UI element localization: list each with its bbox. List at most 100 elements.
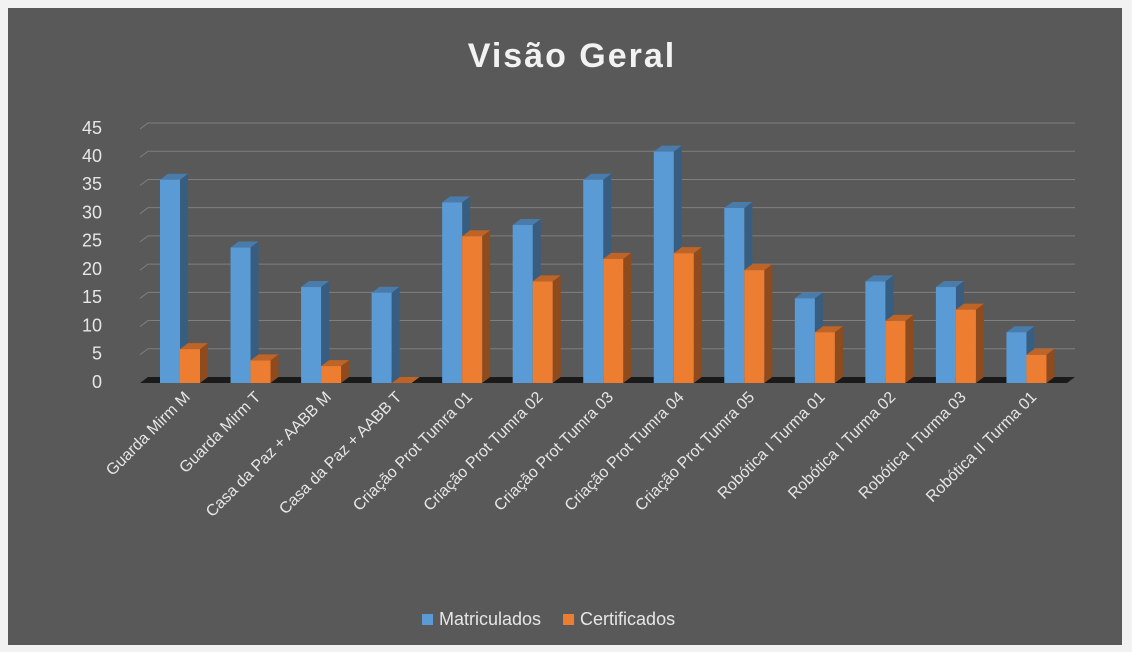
bar-face bbox=[321, 360, 350, 367]
bar-face bbox=[603, 258, 624, 383]
bar-face bbox=[1046, 348, 1055, 383]
bar bbox=[673, 247, 702, 383]
bar bbox=[955, 303, 984, 383]
grid-line bbox=[139, 178, 1075, 186]
bar-face bbox=[583, 179, 604, 383]
bar-face bbox=[673, 247, 702, 254]
grid-line bbox=[139, 207, 1075, 215]
bar-face bbox=[794, 298, 815, 383]
y-tick-label: 35 bbox=[82, 174, 102, 194]
y-tick-label: 40 bbox=[82, 146, 102, 166]
bar-face bbox=[865, 281, 886, 383]
bar-face bbox=[341, 360, 350, 383]
grid-line bbox=[139, 235, 1075, 243]
bar-face bbox=[230, 247, 251, 383]
bar-face bbox=[391, 377, 420, 383]
bar-face bbox=[955, 309, 976, 383]
bar-face bbox=[955, 303, 984, 310]
bar bbox=[391, 377, 420, 383]
bar-face bbox=[653, 151, 674, 383]
bar-face bbox=[532, 275, 561, 282]
legend-swatch bbox=[422, 614, 433, 625]
bar bbox=[885, 314, 914, 383]
bar bbox=[230, 241, 259, 383]
bar-face bbox=[482, 230, 491, 383]
bar bbox=[250, 354, 279, 383]
bar-face bbox=[865, 275, 894, 282]
bar-face bbox=[623, 252, 632, 383]
y-tick-label: 15 bbox=[82, 287, 102, 307]
bar-face bbox=[834, 326, 843, 383]
grid-line bbox=[139, 122, 1075, 130]
bar bbox=[1026, 348, 1055, 383]
bar-face bbox=[603, 252, 632, 259]
y-tick-label: 10 bbox=[82, 315, 102, 335]
legend-label: Certificados bbox=[580, 609, 675, 629]
bar-face bbox=[814, 332, 835, 383]
bar-face bbox=[250, 241, 259, 383]
bar-face bbox=[442, 196, 471, 203]
grid-line bbox=[139, 150, 1075, 158]
bar-face bbox=[673, 253, 694, 383]
bar-face bbox=[270, 354, 279, 383]
bar bbox=[371, 286, 400, 383]
bar bbox=[603, 252, 632, 383]
legend-label: Matriculados bbox=[439, 609, 541, 629]
bar-face bbox=[532, 281, 553, 383]
bar-face bbox=[371, 286, 400, 293]
bar bbox=[321, 360, 350, 383]
bar-face bbox=[160, 173, 188, 180]
y-tick-label: 25 bbox=[82, 231, 102, 251]
y-tick-label: 0 bbox=[92, 372, 102, 392]
bar-face bbox=[442, 202, 463, 383]
bar-face bbox=[321, 281, 330, 383]
y-tick-label: 20 bbox=[82, 259, 102, 279]
bar-face bbox=[462, 236, 483, 383]
bar-face bbox=[814, 326, 843, 333]
y-tick-label: 30 bbox=[82, 202, 102, 222]
bar-face bbox=[1026, 348, 1055, 355]
bar-face bbox=[1006, 326, 1035, 333]
bar-face bbox=[885, 314, 914, 321]
bar-face bbox=[885, 320, 906, 383]
bar-face bbox=[160, 179, 180, 383]
bar-face bbox=[935, 281, 964, 288]
bar-face bbox=[693, 247, 702, 383]
bar-face bbox=[230, 241, 259, 248]
y-tick-label: 45 bbox=[82, 118, 102, 138]
bar-face bbox=[512, 224, 533, 383]
bar-face bbox=[724, 208, 745, 383]
bar-face bbox=[301, 281, 330, 288]
bar-face bbox=[180, 173, 188, 383]
bar-face bbox=[744, 264, 773, 271]
bar-face bbox=[250, 354, 279, 361]
bar bbox=[160, 173, 188, 383]
bar-face bbox=[764, 264, 773, 383]
bar-face bbox=[391, 286, 400, 383]
bar bbox=[301, 281, 330, 383]
bar-face bbox=[935, 287, 956, 383]
bar-face bbox=[301, 287, 322, 383]
y-tick-label: 5 bbox=[92, 344, 102, 364]
bar-face bbox=[180, 343, 208, 350]
legend-swatch bbox=[563, 614, 575, 625]
bar-face bbox=[512, 218, 541, 225]
bar-face bbox=[462, 230, 491, 237]
bar-face bbox=[744, 270, 765, 383]
bar bbox=[744, 264, 773, 383]
bar-face bbox=[200, 343, 208, 383]
bar-face bbox=[724, 202, 753, 209]
bar-face bbox=[905, 314, 914, 383]
bar-face bbox=[250, 360, 271, 383]
bar bbox=[532, 275, 561, 383]
bar-face bbox=[321, 366, 342, 383]
bar bbox=[462, 230, 491, 383]
bar-face bbox=[975, 303, 984, 383]
bar-face bbox=[1026, 354, 1047, 383]
bar-face bbox=[1006, 332, 1027, 383]
bar-face bbox=[552, 275, 561, 383]
bar-face bbox=[180, 349, 200, 383]
chart-title: Visão Geral bbox=[468, 37, 677, 75]
bar-face bbox=[794, 292, 823, 299]
